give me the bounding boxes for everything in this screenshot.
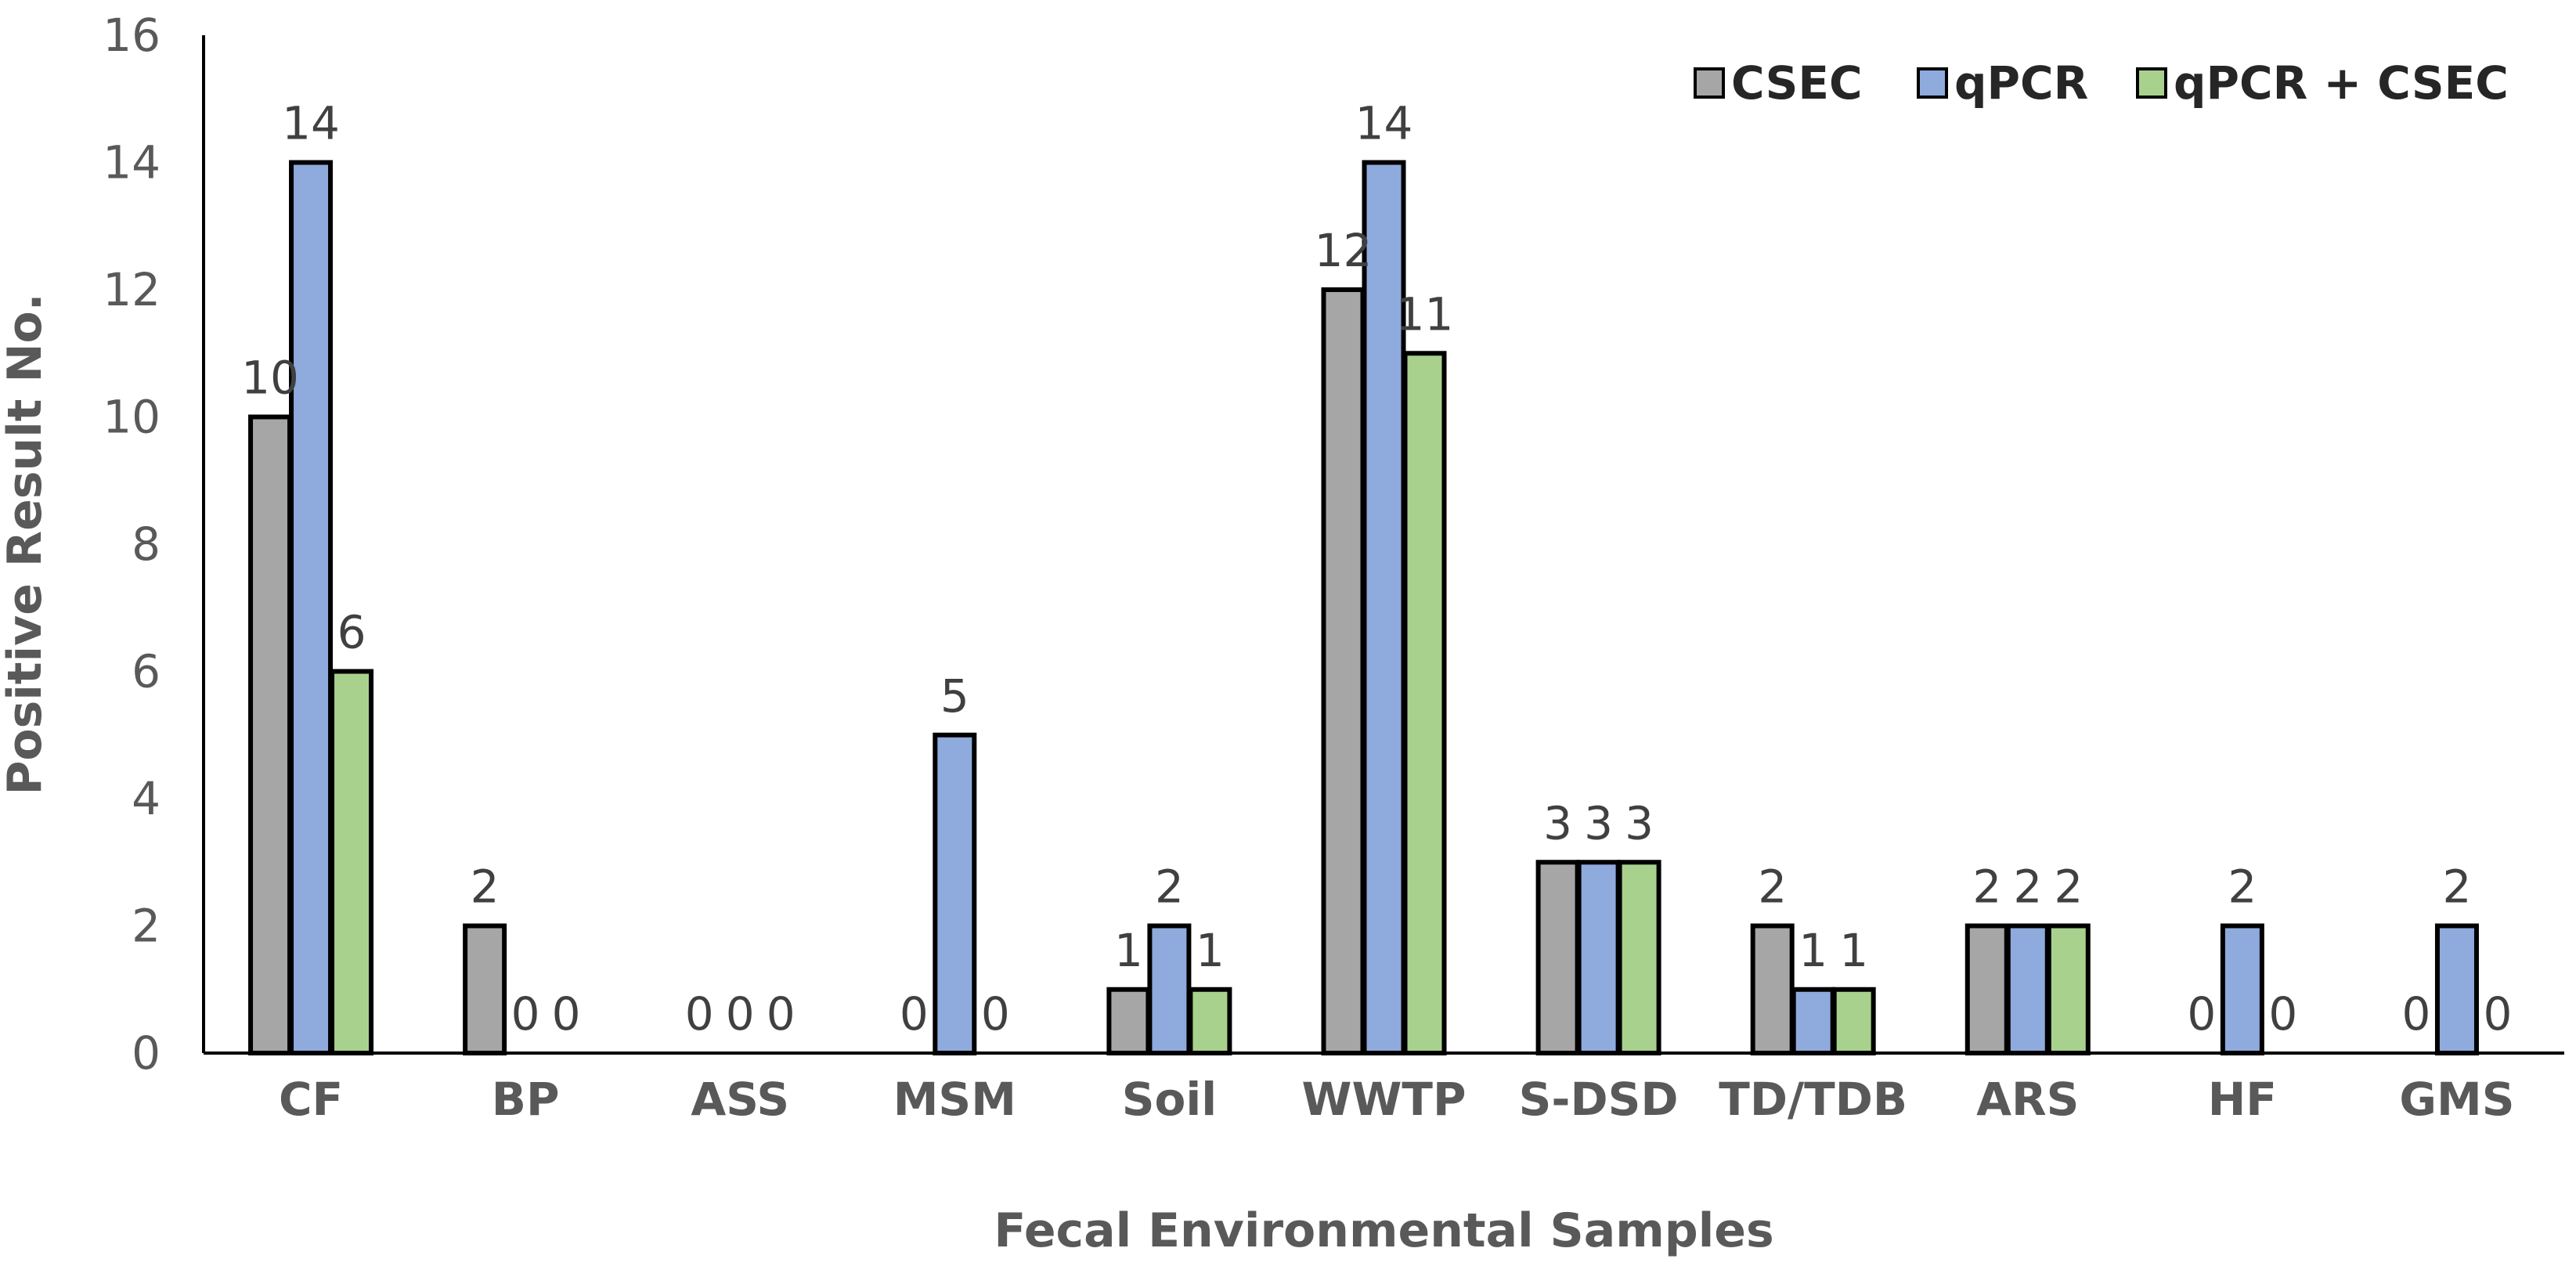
x-axis-category-labels: CF BP ASS MSM Soil WWTP S-DSD TD/TDB ARS HF GMS <box>279 1073 2515 1126</box>
x-category-label: BP <box>492 1073 560 1126</box>
data-label: 0 <box>981 987 1010 1041</box>
y-tick-label: 2 <box>132 900 161 953</box>
data-label: 2 <box>1972 860 2001 914</box>
x-category-label: CF <box>279 1073 343 1126</box>
data-label: 1 <box>1799 924 1827 977</box>
data-label: 0 <box>2484 987 2513 1041</box>
data-label: 1 <box>1839 924 1868 977</box>
bar-qpcr-cf <box>289 160 334 1055</box>
data-label: 2 <box>2443 860 2472 914</box>
bar-qpcr-csec-s-dsd <box>1617 860 1661 1055</box>
x-axis-title: Fecal Environmental Samples <box>994 1203 1773 1258</box>
bar-qpcr-msm <box>933 732 977 1055</box>
data-label: 3 <box>1584 796 1613 850</box>
bar-series <box>248 160 2479 1055</box>
y-tick-label: 12 <box>103 263 161 316</box>
x-category-label: TD/TDB <box>1719 1073 1907 1126</box>
data-label: 1 <box>1114 924 1143 977</box>
data-label: 3 <box>1625 796 1654 850</box>
legend: CSEC qPCR qPCR + CSEC <box>1694 56 2509 110</box>
legend-label: qPCR + CSEC <box>2174 56 2509 110</box>
data-label: 12 <box>1315 224 1373 277</box>
data-label: 2 <box>1155 860 1184 914</box>
data-label: 0 <box>726 987 755 1041</box>
bar-qpcr-csec-wwtp <box>1402 351 1447 1055</box>
bar-qpcr-soil <box>1147 923 1192 1055</box>
x-category-label: MSM <box>893 1073 1016 1126</box>
data-label: 0 <box>2268 987 2297 1041</box>
legend-swatch <box>1694 67 1725 99</box>
legend-swatch <box>2136 67 2167 99</box>
bar-qpcr-csec-ars <box>2046 923 2091 1055</box>
bar-qpcr-csec-soil <box>1188 987 1232 1055</box>
data-label: 1 <box>1196 924 1225 977</box>
bar-csec-ars <box>1964 923 2009 1055</box>
x-category-label: S-DSD <box>1519 1073 1679 1126</box>
data-label: 2 <box>2054 860 2083 914</box>
data-label: 0 <box>767 987 796 1041</box>
data-label: 0 <box>685 987 714 1041</box>
bar-csec-cf <box>248 414 293 1055</box>
bar-csec-td-tdb <box>1750 923 1795 1055</box>
x-category-label: ARS <box>1976 1073 2079 1126</box>
bar-qpcr-td-tdb <box>1791 987 1835 1055</box>
bar-csec-s-dsd <box>1535 860 1580 1055</box>
data-label: 0 <box>900 987 929 1041</box>
y-tick-label: 16 <box>103 9 161 62</box>
y-tick-label: 4 <box>132 772 161 825</box>
data-label: 11 <box>1396 287 1454 341</box>
x-category-label: GMS <box>2399 1073 2514 1126</box>
legend-swatch <box>1917 67 1948 99</box>
data-label: 6 <box>337 606 366 659</box>
bar-qpcr-csec-cf <box>330 669 374 1055</box>
bar-qpcr-hf <box>2220 923 2264 1055</box>
legend-label: CSEC <box>1731 56 1863 110</box>
x-category-label: WWTP <box>1301 1073 1466 1126</box>
data-label: 2 <box>471 860 500 914</box>
x-category-label: ASS <box>691 1073 789 1126</box>
y-axis-title: Positive Result No. <box>0 293 52 795</box>
bar-qpcr-s-dsd <box>1576 860 1621 1055</box>
data-label: 2 <box>1758 860 1787 914</box>
bar-csec-soil <box>1106 987 1151 1055</box>
bar-csec-bp <box>463 923 507 1055</box>
y-axis-ticks: 0 2 4 6 8 10 12 14 16 <box>103 9 161 1080</box>
data-label: 10 <box>241 352 299 405</box>
y-tick-label: 14 <box>103 136 161 189</box>
bar-qpcr-ars <box>2005 923 2050 1055</box>
bar-qpcr-gms <box>2434 923 2479 1055</box>
x-category-label: Soil <box>1122 1073 1217 1126</box>
y-tick-label: 6 <box>132 645 161 698</box>
data-label: 2 <box>2013 860 2042 914</box>
data-label: 5 <box>940 669 969 723</box>
bar-csec-wwtp <box>1321 287 1366 1055</box>
data-label: 0 <box>511 987 540 1041</box>
legend-label: qPCR <box>1954 56 2088 110</box>
data-label: 2 <box>2228 860 2257 914</box>
x-category-label: HF <box>2208 1073 2277 1126</box>
data-label: 14 <box>282 97 340 150</box>
bar-qpcr-csec-td-tdb <box>1831 987 1876 1055</box>
data-label: 3 <box>1543 796 1572 850</box>
y-tick-label: 0 <box>132 1026 161 1080</box>
data-label: 0 <box>2402 987 2431 1041</box>
y-tick-label: 10 <box>103 391 161 444</box>
data-label: 14 <box>1355 97 1413 150</box>
data-label: 0 <box>552 987 581 1041</box>
y-tick-label: 8 <box>132 518 161 571</box>
data-label: 0 <box>2187 987 2216 1041</box>
